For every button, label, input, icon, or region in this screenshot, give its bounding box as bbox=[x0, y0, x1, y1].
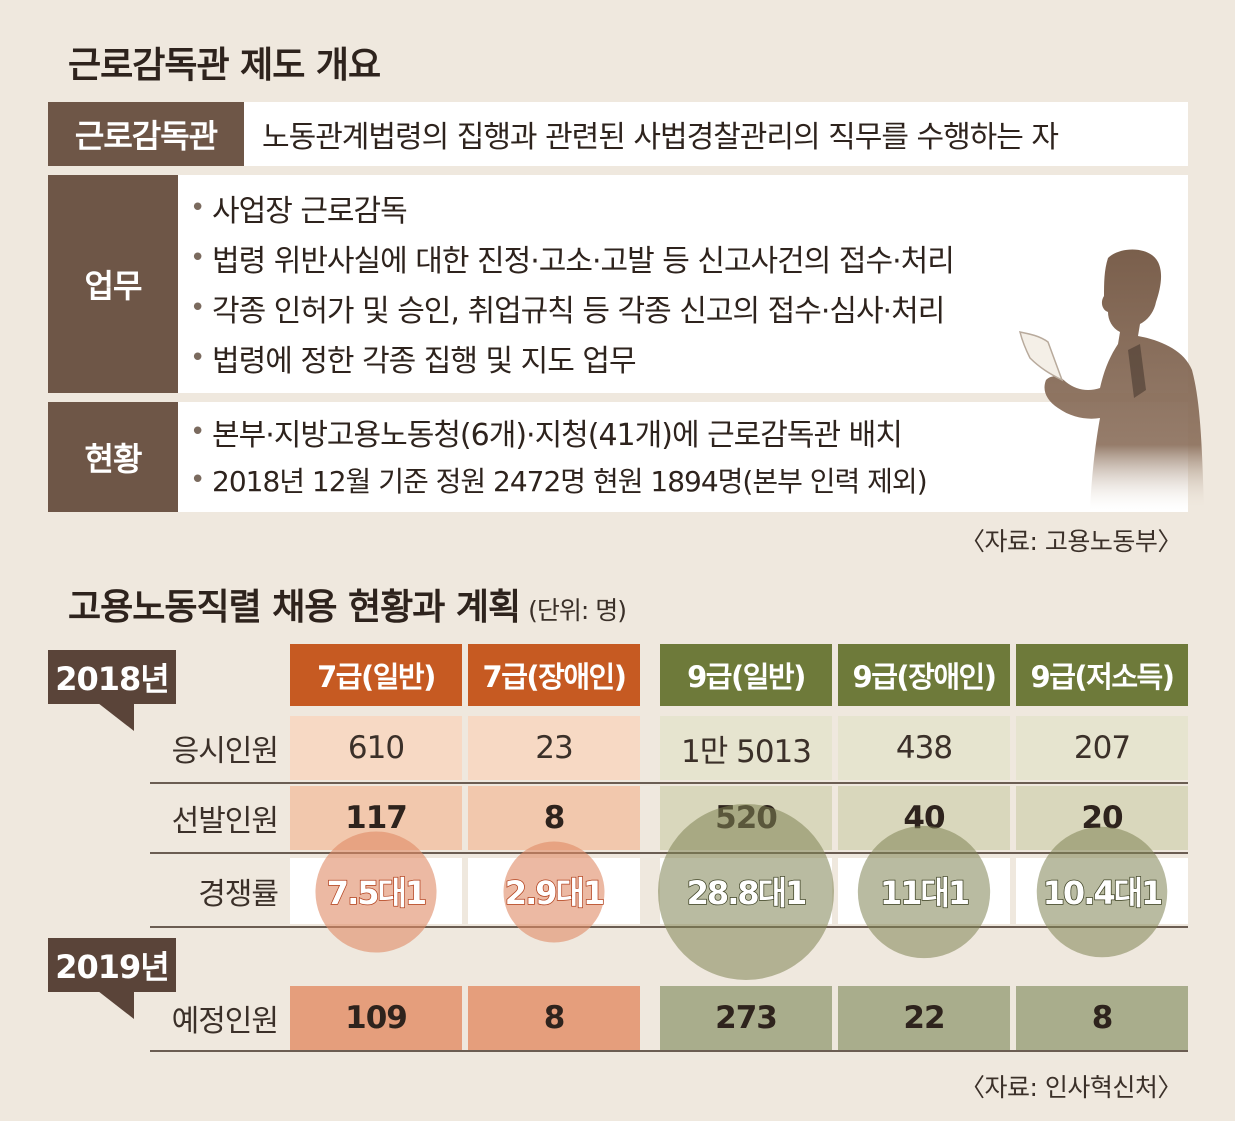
column-header: 9급(일반) bbox=[660, 644, 832, 706]
recruitment-title: 고용노동직렬 채용 현황과 계획 (단위: 명) bbox=[68, 587, 627, 628]
inspector-definition: 노동관계법령의 집행과 관련된 사법경찰관리의 직무를 수행하는 자 bbox=[244, 102, 1188, 166]
year-tag-2019: 2019년 bbox=[48, 938, 176, 992]
row-label-ratio: 경쟁률 bbox=[198, 877, 279, 912]
table-cell-ratio: 7.5대1 bbox=[326, 873, 428, 913]
list-item: • 법령에 정한 각종 집행 및 지도 업무 bbox=[190, 343, 637, 379]
list-item: • 법령 위반사실에 대한 진정·고소·고발 등 신고사건의 접수·처리 bbox=[190, 243, 955, 279]
list-item: • 각종 인허가 및 승인, 취업규칙 등 각종 신고의 접수·심사·처리 bbox=[190, 293, 945, 329]
status-list: • 본부·지방고용노동청(6개)·지청(41개)에 근로감독관 배치 • 2018년… bbox=[178, 402, 1188, 512]
duties-list: • 사업장 근로감독 • 법령 위반사실에 대한 진정·고소·고발 등 신고사건의 … bbox=[178, 175, 1188, 393]
list-item: • 사업장 근로감독 bbox=[190, 193, 408, 229]
table-cell-planned: 109 bbox=[290, 986, 462, 1050]
source-note-1: 〈자료: 고용노동부〉 bbox=[960, 527, 1182, 556]
inspector-definition-text: 노동관계법령의 집행과 관련된 사법경찰관리의 직무를 수행하는 자 bbox=[262, 120, 1059, 155]
row-label-inspector: 근로감독관 bbox=[48, 102, 244, 166]
year-tag-2018: 2018년 bbox=[48, 650, 176, 704]
list-item: • 2018년 12월 기준 정원 2472명 현원 1894명(본부 인력 제외… bbox=[190, 465, 928, 498]
table-cell-applicants: 1만 5013 bbox=[660, 716, 832, 780]
table-cell-applicants: 207 bbox=[1016, 716, 1188, 780]
row-divider bbox=[150, 1050, 1188, 1052]
ratio-bubble bbox=[503, 841, 605, 943]
list-item: • 본부·지방고용노동청(6개)·지청(41개)에 근로감독관 배치 bbox=[190, 417, 903, 453]
column-header: 7급(장애인) bbox=[468, 644, 640, 706]
row-divider bbox=[150, 782, 1188, 784]
year-tag-pointer bbox=[98, 703, 134, 731]
overview-title: 근로감독관 제도 개요 bbox=[68, 45, 381, 86]
row-label-selected: 선발인원 bbox=[171, 804, 279, 839]
table-cell-ratio: 2.9대1 bbox=[504, 873, 606, 913]
table-cell-ratio: 10.4대1 bbox=[1042, 873, 1164, 913]
column-header: 9급(장애인) bbox=[838, 644, 1010, 706]
unit-label: (단위: 명) bbox=[528, 596, 627, 625]
column-header: 9급(저소득) bbox=[1016, 644, 1188, 706]
column-header: 7급(일반) bbox=[290, 644, 462, 706]
ratio-bubble bbox=[857, 825, 991, 959]
table-cell-planned: 8 bbox=[1016, 986, 1188, 1050]
ratio-bubble bbox=[658, 804, 834, 980]
speaker-silhouette-illustration bbox=[1018, 249, 1204, 510]
table-cell-planned: 22 bbox=[838, 986, 1010, 1050]
table-cell-ratio: 28.8대1 bbox=[686, 873, 808, 913]
ratio-bubble bbox=[1036, 826, 1168, 958]
row-label-applicants: 응시인원 bbox=[171, 734, 279, 769]
table-cell-selected: 8 bbox=[468, 786, 640, 850]
row-label-duties: 업무 bbox=[48, 175, 178, 393]
row-label-status: 현황 bbox=[48, 402, 178, 512]
table-cell-ratio: 11대1 bbox=[879, 873, 971, 913]
table-cell-applicants: 610 bbox=[290, 716, 462, 780]
ratio-bubble bbox=[315, 831, 437, 953]
table-cell-planned: 8 bbox=[468, 986, 640, 1050]
source-note-2: 〈자료: 인사혁신처〉 bbox=[960, 1073, 1182, 1102]
row-label-planned: 예정인원 bbox=[171, 1004, 279, 1039]
table-cell-applicants: 438 bbox=[838, 716, 1010, 780]
year-tag-pointer bbox=[98, 991, 134, 1019]
table-cell-applicants: 23 bbox=[468, 716, 640, 780]
table-cell-planned: 273 bbox=[660, 986, 832, 1050]
